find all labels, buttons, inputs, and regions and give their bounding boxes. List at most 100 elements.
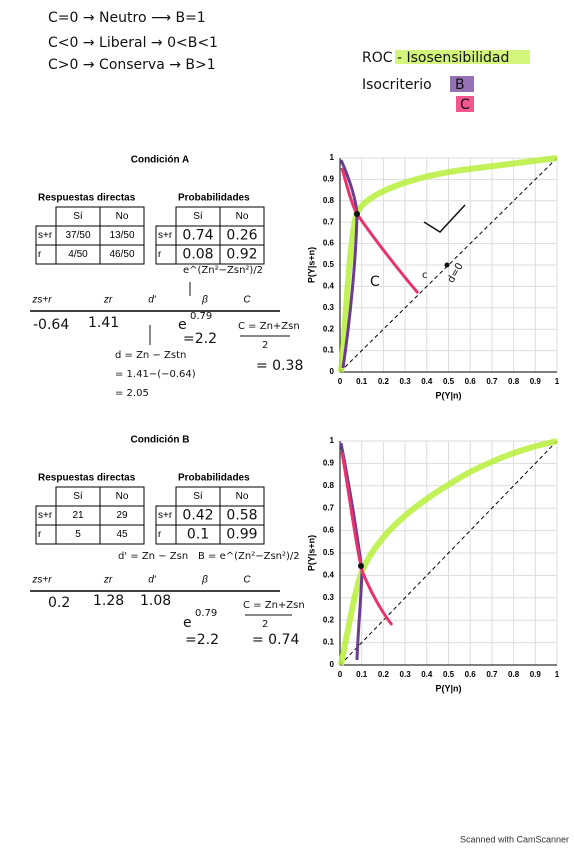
hw: e^(Zn²−Zsn²)/2	[183, 265, 263, 276]
table-title: Probabilidades	[178, 473, 250, 484]
column-header: Sí	[193, 491, 203, 502]
measure-header: C	[243, 575, 251, 586]
column-header: Sí	[193, 211, 203, 222]
cell: 4/50	[68, 249, 88, 260]
measure-header: zs+r	[31, 575, 52, 586]
hw: d = Zn − Zstn	[115, 350, 186, 361]
annotation: C	[370, 274, 380, 290]
hw: 0.2	[48, 595, 70, 611]
legend-c: C	[460, 97, 470, 113]
row-header: s+r	[38, 230, 53, 241]
y-tick-label: 0.9	[323, 175, 335, 184]
table-title: Probabilidades	[178, 193, 250, 204]
x-axis-label: P(Y|n)	[435, 683, 461, 693]
row-header: r	[38, 529, 42, 540]
hw: B = e^(Zn²−Zsn²)/2	[198, 551, 300, 562]
x-tick-label: 0	[338, 377, 343, 386]
note: C=0 → Neutro ⟶ B=1	[48, 10, 206, 26]
hw: 0.79	[195, 608, 217, 619]
cell: 37/50	[65, 230, 90, 241]
table-title: Respuestas directas	[38, 473, 136, 484]
annotation: c	[422, 270, 428, 281]
y-tick-label: 0.2	[323, 615, 335, 624]
note: C>0 → Conserva → B>1	[48, 57, 216, 73]
y-tick-label: 0.2	[323, 324, 335, 333]
hw: 1.28	[93, 593, 124, 609]
x-tick-label: 0	[338, 670, 343, 679]
hw: = 0.38	[256, 358, 303, 374]
x-tick-label: 0.5	[443, 670, 455, 679]
row-header: r	[38, 249, 42, 260]
cell: 29	[116, 510, 128, 521]
y-tick-label: 0.4	[323, 282, 335, 291]
x-tick-label: 0.2	[378, 670, 390, 679]
swatch	[450, 76, 474, 92]
y-tick-label: 0.7	[323, 217, 335, 226]
x-tick-label: 0.7	[486, 377, 498, 386]
hw: C = Zn+Zsn	[238, 321, 300, 332]
cell: 0.74	[182, 228, 213, 244]
diagonal	[339, 157, 558, 373]
y-tick-label: 0.8	[323, 481, 335, 490]
y-tick-label: 0.9	[323, 459, 335, 468]
check	[423, 204, 466, 233]
note: C<0 → Liberal → 0<B<1	[48, 35, 218, 51]
row-header: s+r	[158, 230, 173, 241]
column-header: No	[236, 491, 249, 502]
row-header: s+r	[158, 510, 173, 521]
hw: 2	[262, 340, 268, 351]
x-tick-label: 0.1	[356, 377, 368, 386]
x-tick-label: 0.3	[400, 670, 412, 679]
measure-header: C	[243, 295, 251, 306]
cell: 0.42	[182, 508, 213, 524]
point	[354, 211, 360, 217]
measure-header: β	[201, 295, 208, 306]
roc-curve	[338, 438, 558, 666]
point	[444, 262, 450, 268]
row-header: r	[158, 249, 162, 260]
legend-isocriterio: Isocriterio	[362, 77, 432, 93]
y-tick-label: 0.5	[323, 548, 335, 557]
measure-header: zr	[103, 295, 113, 306]
y-tick-label: 1	[330, 153, 335, 162]
x-tick-label: 0.2	[378, 377, 390, 386]
y-tick-label: 0.1	[323, 638, 335, 647]
row-header: s+r	[38, 510, 53, 521]
footer: Scanned with CamScanner	[460, 834, 569, 844]
y-tick-label: 0.4	[323, 571, 335, 580]
legend-b: B	[455, 77, 465, 93]
hw: 1.08	[140, 593, 171, 609]
hw: e	[178, 317, 187, 333]
y-tick-label: 0.1	[323, 346, 335, 355]
cell: 45	[116, 529, 128, 540]
isocriterio-curve	[339, 159, 359, 369]
hw: e	[183, 615, 192, 631]
cell: 0.58	[226, 508, 257, 524]
y-tick-label: 0	[330, 660, 335, 669]
condition-title: Condición A	[131, 155, 190, 166]
x-tick-label: 0.6	[465, 670, 477, 679]
measure-header: d'	[148, 575, 157, 586]
y-tick-label: 0.8	[323, 196, 335, 205]
hw: = 2.05	[115, 388, 149, 399]
cell: 0.92	[226, 247, 257, 263]
swatch	[456, 96, 474, 112]
measure-header: zs+r	[31, 295, 52, 306]
y-tick-label: 0.3	[323, 303, 335, 312]
hw: = 0.74	[252, 632, 299, 648]
cell: 5	[75, 529, 81, 540]
y-tick-label: 0	[330, 367, 335, 376]
hw: =2.2	[185, 632, 219, 648]
row-header: r	[158, 529, 162, 540]
hw: C = Zn+Zsn	[243, 600, 305, 611]
column-header: No	[116, 491, 129, 502]
condition-title: Condición B	[131, 435, 190, 446]
table-title: Respuestas directas	[38, 193, 136, 204]
cell: 0.99	[226, 527, 257, 543]
y-tick-label: 0.5	[323, 260, 335, 269]
y-tick-label: 0.6	[323, 526, 335, 535]
y-axis-label: P(Y|s+n)	[306, 535, 316, 571]
y-axis-label: P(Y|s+n)	[306, 247, 316, 283]
y-tick-label: 0.3	[323, 593, 335, 602]
x-tick-label: 0.9	[530, 670, 542, 679]
